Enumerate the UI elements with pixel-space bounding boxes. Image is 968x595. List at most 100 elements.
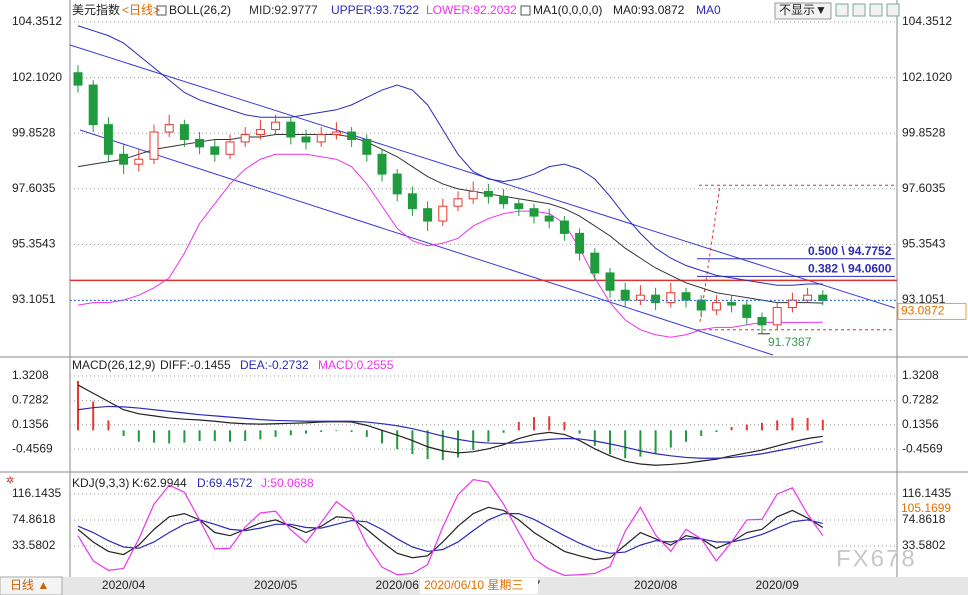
candle-body [286, 121, 296, 138]
candle-body [696, 299, 706, 311]
candle-body [134, 158, 144, 165]
cursor-label: 2020/06/10 星期三 [424, 578, 523, 592]
legend-entry: K:62.9944 [132, 476, 187, 490]
candle-body [103, 124, 113, 155]
indicator-line [77, 478, 824, 576]
icon[interactable] [886, 3, 900, 17]
y-tick-label: -0.4569 [12, 441, 53, 455]
y-tick-label: 95.3543 [902, 237, 946, 251]
candle-body [666, 292, 676, 304]
candle-body [559, 220, 569, 234]
candle-body [179, 124, 189, 140]
y-tick-label: 104.3512 [12, 14, 62, 28]
y-tick-label: 102.1020 [902, 70, 952, 84]
checkbox[interactable] [520, 5, 531, 16]
marker-label: 105.1699 [901, 501, 951, 515]
candle-body [347, 131, 357, 140]
tab[interactable] [0, 576, 63, 595]
candle-body [240, 134, 250, 143]
macd-title: MACD(26,12,9) [72, 358, 155, 372]
kdj-title: KDJ(9,3,3) [72, 476, 129, 490]
candle-body [423, 208, 433, 222]
candle-body [195, 138, 205, 148]
y-tick-label: 1.3208 [12, 368, 49, 382]
fib-diagonal [699, 185, 721, 322]
candle-body [514, 203, 524, 210]
legend-entry: DIFF:-0.1455 [160, 358, 231, 372]
candle-body [483, 190, 493, 197]
button[interactable] [774, 2, 832, 20]
y-tick-label: 93.1051 [12, 292, 56, 306]
ma-name: MA0 [696, 3, 721, 17]
candle-body [635, 294, 645, 301]
y-tick-label: 0.1356 [902, 417, 939, 431]
toolbar-icons [835, 3, 900, 17]
candle-body [316, 134, 326, 143]
y-tick-label: 0.7282 [12, 393, 49, 407]
candle-body [757, 316, 767, 326]
low-label: 91.7387 [768, 335, 812, 349]
candle-body [271, 121, 281, 131]
y-tick-label: 33.5802 [902, 538, 946, 552]
y-tick-label: 116.1435 [902, 486, 951, 500]
candle-body [818, 294, 828, 301]
candle-body [255, 129, 265, 136]
y-tick-label: 97.6035 [12, 181, 56, 195]
x-tick-label: 2020/09 [756, 578, 800, 592]
indicator-line [77, 513, 823, 554]
candle-body [331, 131, 341, 136]
icon[interactable] [869, 3, 883, 17]
y-tick-label: 74.8618 [902, 512, 946, 526]
candle-body [377, 153, 387, 175]
legend-entry: MACD:0.2555 [318, 358, 394, 372]
y-tick-label: 104.3512 [902, 14, 952, 28]
legend-entry: D:69.4572 [197, 476, 253, 490]
y-tick-label: 116.1435 [12, 486, 61, 500]
legend-entry: MID:92.9777 [249, 3, 318, 17]
candle-body [605, 272, 615, 291]
candle-body [73, 72, 83, 86]
legend-entry: J:50.0688 [261, 476, 314, 490]
x-tick-label: 2020/08 [634, 578, 678, 592]
band-line [77, 25, 823, 286]
band-line [77, 153, 823, 338]
icon[interactable] [852, 3, 866, 17]
x-tick-label: 2020/04 [102, 578, 146, 592]
x-tick-label: 2020/05 [254, 578, 298, 592]
candle-body [727, 302, 737, 306]
candle-body [575, 232, 585, 254]
y-tick-label: 93.1051 [902, 292, 946, 306]
candle-body [407, 193, 417, 210]
candle-body [392, 173, 402, 195]
candle-body [225, 141, 235, 155]
candle-body [787, 299, 797, 309]
y-tick-label: 97.6035 [902, 181, 946, 195]
candle-body [301, 136, 311, 143]
y-tick-label: 95.3543 [12, 237, 56, 251]
tab-label[interactable]: 日线 ▲ [10, 578, 49, 592]
price-box [897, 302, 967, 320]
checkbox[interactable] [156, 5, 167, 16]
price-label: 93.0872 [901, 304, 945, 318]
candle-body [742, 304, 752, 318]
legend-entry: UPPER:93.7522 [331, 3, 419, 17]
period: <日线> [122, 3, 160, 17]
candle-body [468, 190, 478, 200]
candle-body [803, 294, 813, 301]
ma-value: MA0:93.0872 [613, 3, 685, 17]
y-tick-label: 74.8618 [12, 512, 56, 526]
icon[interactable] [835, 3, 849, 17]
candle-body [119, 153, 129, 165]
candle-body [590, 252, 600, 274]
legend-entry: DEA:-0.2732 [240, 358, 309, 372]
channel-line [79, 129, 774, 356]
candle-body [453, 198, 463, 207]
candle-body [544, 215, 554, 222]
y-tick-label: 33.5802 [12, 538, 56, 552]
settings-icon: ✲ [6, 476, 14, 487]
y-tick-label: -0.4569 [902, 441, 943, 455]
candle-body [651, 294, 661, 304]
y-tick-label: 99.8528 [902, 125, 946, 139]
button-label[interactable]: 不显示▼ [779, 3, 827, 17]
